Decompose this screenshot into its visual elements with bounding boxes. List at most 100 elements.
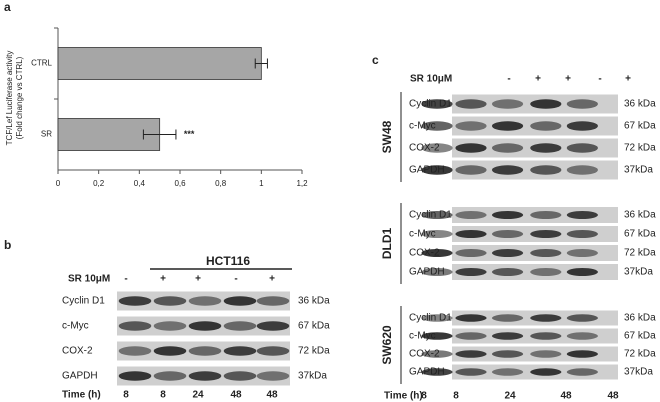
size-label: 72 kDa [624, 349, 656, 360]
treatment-sign: + [535, 74, 541, 85]
cell-line-label: DLD1 [380, 228, 394, 260]
x-tick-label: 0,8 [215, 179, 227, 188]
x-tick-label: 1,2 [296, 179, 308, 188]
time-value: 8 [421, 391, 427, 402]
panel-label: a [4, 0, 11, 14]
band [153, 321, 187, 331]
band [491, 211, 524, 219]
time-value: 24 [504, 391, 516, 402]
time-label: Time (h) [384, 391, 423, 402]
band [491, 368, 524, 376]
band [455, 121, 487, 131]
band [566, 230, 598, 238]
size-label: 36 kDa [624, 313, 656, 324]
protein-label: Cyclin D1 [62, 296, 105, 307]
band [421, 165, 453, 175]
time-value: 48 [230, 390, 242, 401]
band [188, 296, 222, 306]
band [421, 268, 453, 276]
blot-title: HCT116 [206, 254, 250, 268]
band [530, 368, 562, 376]
protein-label: COX-2 [62, 346, 93, 357]
band [455, 165, 487, 175]
band [566, 268, 598, 276]
annotation: *** [184, 129, 195, 139]
band [118, 346, 152, 356]
treatment-sign: + [625, 74, 631, 85]
band [223, 346, 257, 356]
x-tick-label: 0,6 [174, 179, 186, 188]
panel-label: c [372, 53, 379, 67]
band [566, 332, 598, 340]
x-tick-label: 0,4 [134, 179, 146, 188]
size-label: 36 kDa [624, 99, 656, 110]
treatment-sign: - [598, 74, 601, 85]
time-value: 48 [607, 391, 619, 402]
size-label: 37kDa [624, 165, 653, 176]
band [256, 321, 290, 331]
band [421, 314, 453, 322]
band [491, 121, 524, 131]
band [491, 314, 524, 322]
band [118, 321, 152, 331]
band [118, 371, 152, 381]
band [530, 165, 562, 175]
band [421, 249, 453, 257]
band [153, 371, 187, 381]
band [455, 314, 487, 322]
band [256, 346, 290, 356]
size-label: 72 kDa [298, 346, 330, 357]
band [530, 314, 562, 322]
size-label: 37kDa [624, 367, 653, 378]
band [491, 99, 524, 109]
band [491, 230, 524, 238]
band [421, 143, 453, 153]
time-value: 48 [266, 390, 278, 401]
band [421, 121, 453, 131]
time-value: 8 [160, 390, 166, 401]
band [223, 371, 257, 381]
band [530, 268, 562, 276]
x-tick-label: 1 [259, 179, 264, 188]
treatment-sign: + [269, 274, 275, 285]
band [530, 230, 562, 238]
time-value: 8 [123, 390, 129, 401]
band [491, 249, 524, 257]
size-label: 67 kDa [624, 331, 656, 342]
band [223, 296, 257, 306]
band [566, 368, 598, 376]
band [491, 143, 524, 153]
y-tick-label: CTRL [31, 59, 52, 68]
band [566, 350, 598, 358]
band [421, 350, 453, 358]
band [491, 332, 524, 340]
band [566, 249, 598, 257]
band [530, 143, 562, 153]
size-label: 36 kDa [298, 296, 330, 307]
band [118, 296, 152, 306]
band [153, 346, 187, 356]
treatment-sign: - [507, 74, 510, 85]
time-value: 8 [453, 391, 459, 402]
band [188, 346, 222, 356]
band [530, 211, 562, 219]
band [566, 121, 598, 131]
size-label: 37kDa [298, 371, 327, 382]
cell-line-label: SW620 [380, 325, 394, 365]
band [455, 332, 487, 340]
band [530, 350, 562, 358]
band [223, 321, 257, 331]
band [421, 368, 453, 376]
band [455, 368, 487, 376]
treatment-sign: + [160, 274, 166, 285]
band [188, 321, 222, 331]
protein-label: c-Myc [62, 321, 89, 332]
error-bar [142, 129, 177, 140]
band [455, 99, 487, 109]
band [256, 296, 290, 306]
size-label: 67 kDa [624, 229, 656, 240]
band [421, 332, 453, 340]
band [530, 249, 562, 257]
band [455, 268, 487, 276]
band [566, 143, 598, 153]
